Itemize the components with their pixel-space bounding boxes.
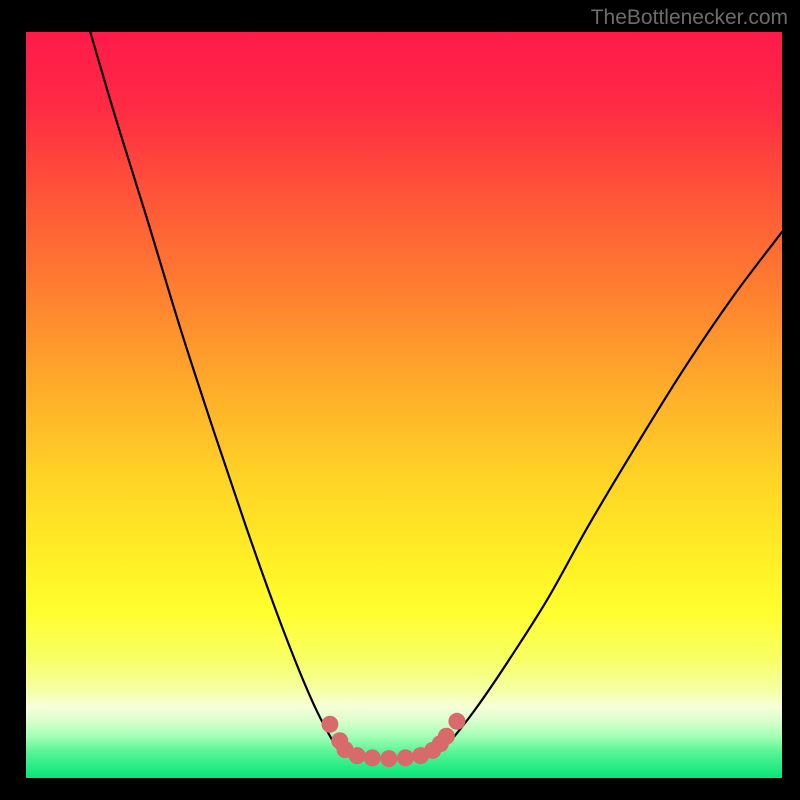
- marker-dot: [380, 750, 397, 767]
- marker-dot: [448, 713, 465, 730]
- marker-dot: [321, 716, 338, 733]
- watermark-text: TheBottlenecker.com: [591, 6, 788, 30]
- marker-dot: [364, 749, 381, 766]
- plot-area: [26, 32, 782, 778]
- marker-dot: [349, 747, 366, 764]
- curve-layer: [26, 32, 782, 778]
- marker-dot: [397, 749, 414, 766]
- marker-dot: [438, 728, 455, 745]
- bottleneck-curve: [90, 32, 782, 759]
